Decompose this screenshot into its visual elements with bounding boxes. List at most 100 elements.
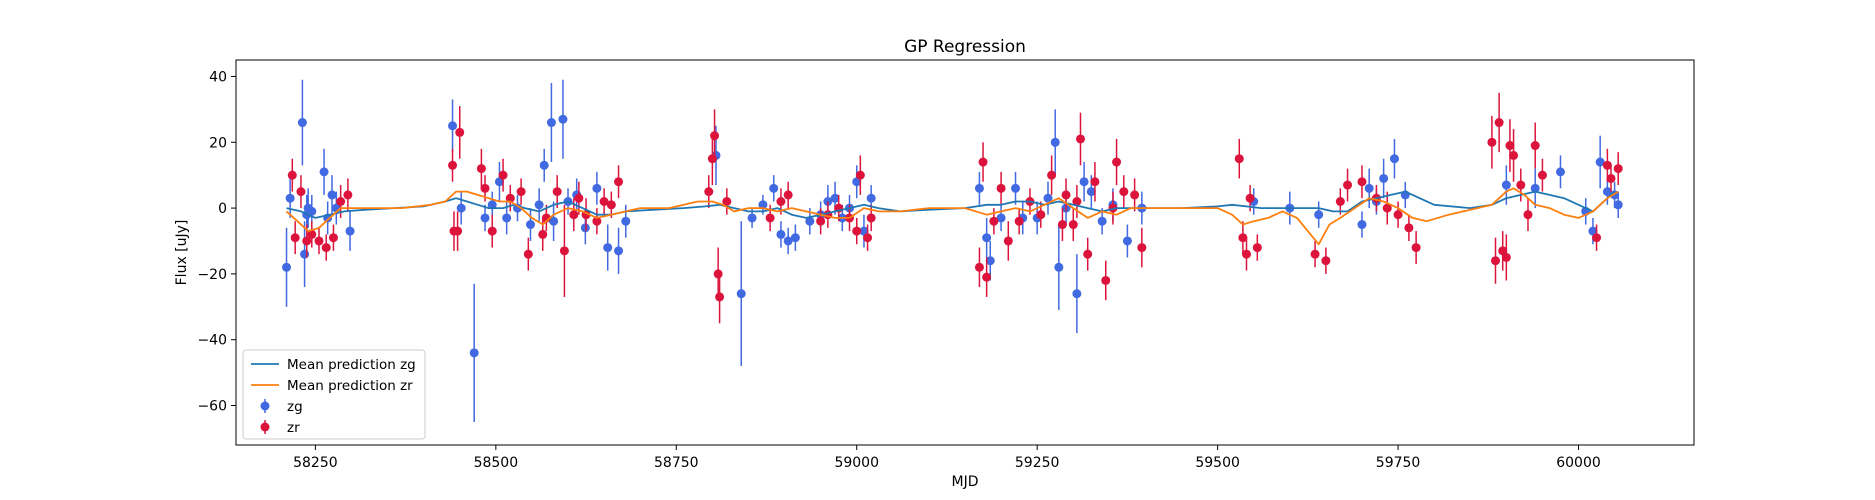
- data-point: [866, 193, 876, 203]
- data-point: [1530, 183, 1540, 193]
- data-point: [855, 170, 865, 180]
- data-point: [469, 348, 479, 358]
- data-point: [314, 236, 324, 246]
- data-point: [863, 233, 873, 243]
- data-point: [552, 187, 562, 197]
- x-tick-label: 58500: [474, 455, 519, 471]
- data-point: [1234, 154, 1244, 164]
- data-point: [282, 262, 292, 272]
- data-point: [713, 269, 723, 279]
- data-point: [1047, 170, 1057, 180]
- y-tick-label: −60: [197, 399, 227, 415]
- data-point: [621, 216, 631, 226]
- plot-content: [282, 79, 1623, 422]
- data-point: [1595, 157, 1605, 167]
- data-point: [776, 229, 786, 239]
- data-point: [307, 229, 317, 239]
- data-point: [525, 220, 535, 230]
- data-point: [859, 226, 869, 236]
- data-point: [1364, 183, 1374, 193]
- data-point: [296, 187, 306, 197]
- data-point: [1252, 243, 1262, 253]
- data-point: [790, 233, 800, 243]
- data-point: [1075, 134, 1085, 144]
- data-point: [1090, 177, 1100, 187]
- data-point: [1086, 187, 1096, 197]
- data-point: [852, 226, 862, 236]
- data-point: [307, 206, 317, 216]
- data-point: [455, 127, 465, 137]
- data-point: [1505, 141, 1515, 151]
- y-tick-label: 40: [209, 69, 227, 85]
- series-mean-prediction-zr: [285, 187, 1619, 246]
- data-point: [1393, 210, 1403, 220]
- data-point: [982, 233, 992, 243]
- data-point: [996, 183, 1006, 193]
- data-point: [1057, 220, 1067, 230]
- data-point: [606, 200, 616, 210]
- data-point: [1097, 216, 1107, 226]
- data-point: [1083, 249, 1093, 259]
- data-point: [1112, 157, 1122, 167]
- data-point: [287, 170, 297, 180]
- data-point: [574, 193, 584, 203]
- data-point: [1404, 223, 1414, 233]
- x-axis-ticks: 58250 58500 58750 59000 59250 59500 59750 60000: [293, 445, 1601, 471]
- x-tick-label: 58750: [654, 455, 699, 471]
- data-point: [1530, 141, 1540, 151]
- data-point: [480, 183, 490, 193]
- x-tick-label: 60000: [1556, 455, 1601, 471]
- y-tick-label: −20: [197, 267, 227, 283]
- legend-box: [242, 349, 426, 440]
- data-point: [1314, 210, 1324, 220]
- x-axis-label: MJD: [952, 474, 979, 490]
- plot-frame: [235, 59, 1695, 446]
- data-point: [1245, 193, 1255, 203]
- data-point: [704, 187, 714, 197]
- data-point: [1238, 233, 1248, 243]
- data-point: [765, 213, 775, 223]
- data-point: [599, 196, 609, 206]
- data-point: [974, 183, 984, 193]
- mean-prediction-line: [286, 190, 1616, 219]
- data-point: [345, 226, 355, 236]
- data-point: [592, 216, 602, 226]
- data-point: [1061, 190, 1071, 200]
- data-point: [989, 216, 999, 226]
- data-point: [328, 233, 338, 243]
- data-point: [448, 121, 458, 131]
- data-point: [996, 213, 1006, 223]
- legend-marker-swatch: [260, 401, 270, 411]
- data-point: [1379, 173, 1389, 183]
- legend-entry-label: Mean prediction zg: [287, 357, 416, 373]
- mean-prediction-line: [285, 187, 1619, 246]
- legend-marker-swatch: [260, 422, 270, 432]
- data-point: [1310, 249, 1320, 259]
- data-point: [1003, 236, 1013, 246]
- data-point: [1613, 200, 1623, 210]
- data-point: [1606, 173, 1616, 183]
- data-point: [1592, 233, 1602, 243]
- data-point: [1357, 177, 1367, 187]
- data-point: [1054, 262, 1064, 272]
- data-point: [502, 213, 512, 223]
- series-zr: [287, 92, 1623, 324]
- data-point: [1602, 187, 1612, 197]
- series-mean-prediction-zg: [286, 190, 1616, 219]
- data-point: [1509, 150, 1519, 160]
- x-tick-label: 59500: [1195, 455, 1240, 471]
- data-point: [1487, 137, 1497, 147]
- data-point: [1321, 256, 1331, 266]
- data-point: [1613, 164, 1623, 174]
- data-point: [1494, 118, 1504, 128]
- legend-entry-label: zg: [287, 399, 303, 415]
- data-point: [736, 289, 746, 299]
- series-zg: [282, 79, 1623, 422]
- data-point: [1389, 154, 1399, 164]
- data-point: [1050, 137, 1060, 147]
- data-point: [1588, 226, 1598, 236]
- data-point: [523, 249, 533, 259]
- data-point: [300, 249, 310, 259]
- data-point: [982, 272, 992, 282]
- data-point: [290, 233, 300, 243]
